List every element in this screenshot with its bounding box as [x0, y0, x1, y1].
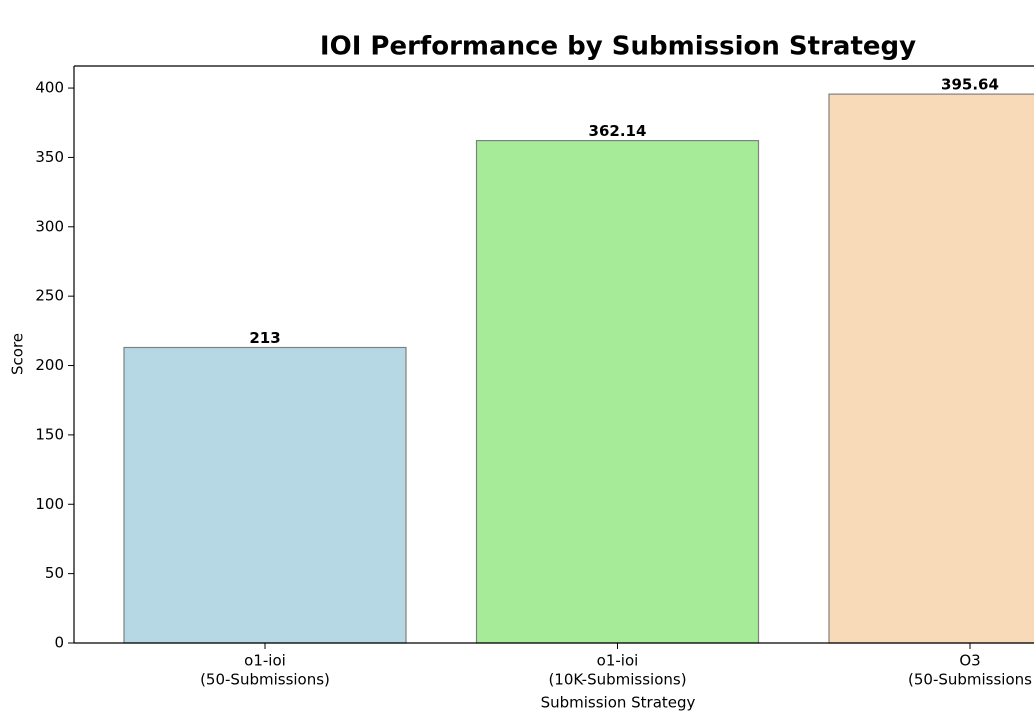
y-axis-label: Score: [9, 333, 27, 375]
x-tick-label: (10K-Submissions): [548, 671, 686, 689]
chart-title: IOI Performance by Submission Strategy: [320, 32, 916, 62]
x-tick-label: (50-Submissions): [200, 671, 330, 689]
y-tick-label: 0: [54, 634, 64, 652]
x-tick-label: O3: [959, 652, 980, 670]
x-tick-label: o1-ioi: [597, 652, 639, 670]
y-tick-label: 400: [35, 79, 64, 97]
bar: [123, 346, 407, 644]
value-label: 213: [249, 329, 280, 347]
y-tick-label: 150: [35, 425, 64, 443]
value-label: 362.14: [589, 122, 647, 140]
y-tick-label: 350: [35, 148, 64, 166]
x-tick-label: (50-Submissions: [908, 671, 1032, 689]
value-label: 395.64: [941, 76, 999, 94]
y-tick-label: 300: [35, 217, 64, 235]
y-tick-label: 250: [35, 287, 64, 305]
y-tick-label: 100: [35, 495, 64, 513]
bar: [475, 139, 760, 644]
y-tick-label: 200: [35, 356, 64, 374]
y-tick-label: 50: [45, 564, 64, 582]
x-tick-label: o1-ioi: [244, 652, 286, 670]
x-axis-label: Submission Strategy: [541, 694, 696, 712]
bar: [828, 93, 1034, 644]
plot-area: 050100150200250300350400213o1-ioi(50-Sub…: [35, 65, 1034, 689]
